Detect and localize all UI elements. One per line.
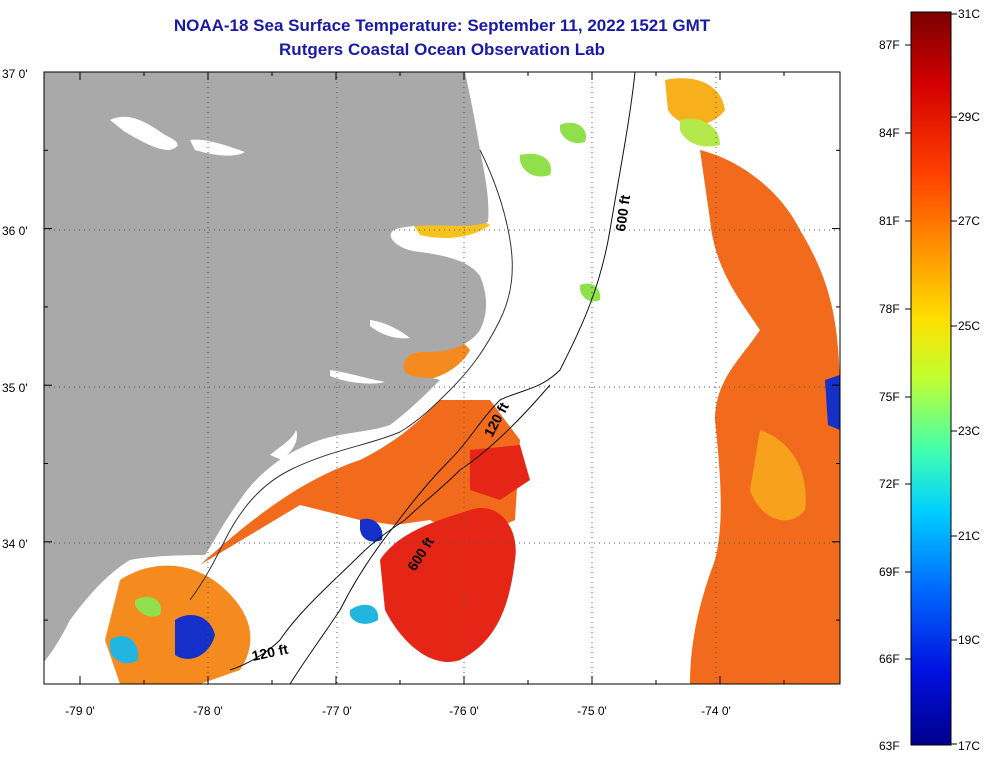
sst-cool-shore — [350, 604, 379, 624]
gridlines — [44, 72, 840, 684]
colorbar-c-27: 27C — [958, 214, 981, 228]
sst-cold-inshore — [360, 518, 383, 542]
map-title: NOAA-18 Sea Surface Temperature: Septemb… — [173, 16, 711, 35]
colorbar-c-21: 21C — [958, 529, 981, 543]
colorbar-f-81: 81F — [879, 214, 900, 228]
isobath-label-120-south: 120 ft — [250, 641, 289, 664]
sst-cool-3 — [580, 283, 601, 302]
colorbar-c-25: 25C — [958, 319, 981, 333]
colorbar-f-84: 84F — [879, 126, 900, 140]
colorbar-f-69: 69F — [879, 565, 900, 579]
lon-label-74: -74 0' — [701, 704, 731, 718]
colorbar-f-66: 66F — [879, 652, 900, 666]
sst-patches — [105, 78, 840, 684]
colorbar-c-23: 23C — [958, 424, 981, 438]
river-pamlico — [370, 320, 410, 339]
sst-east-mild — [750, 430, 806, 521]
colorbar-c-29: 29C — [958, 110, 981, 124]
lat-label-34: 34 0' — [2, 537, 28, 551]
outer-banks — [189, 149, 513, 601]
colorbar-f-63: 63F — [879, 739, 900, 753]
isobath-label-600-north: 600 ft — [612, 194, 633, 233]
river-neuse — [330, 370, 385, 384]
lat-label-36: 36 0' — [2, 224, 28, 238]
colorbar-ticks — [905, 13, 957, 745]
sst-northeast-mild — [665, 78, 725, 125]
lat-label-35: 35 0' — [2, 381, 28, 395]
river-lake-drummond — [190, 139, 245, 156]
axis-ticks — [44, 71, 840, 684]
map-subtitle: Rutgers Coastal Ocean Observation Lab — [279, 40, 605, 59]
river-roanoke — [110, 116, 178, 150]
isobath-600ft — [289, 72, 636, 684]
sst-cold-patch-1 — [175, 615, 215, 659]
sst-cool-1 — [520, 153, 551, 177]
colorbar — [910, 11, 952, 746]
sst-hot-patch — [470, 445, 530, 500]
isobath-120ft — [229, 384, 551, 671]
sst-east-band — [690, 150, 840, 684]
colorbar-c-31: 31C — [958, 7, 981, 21]
colorbar-f-87: 87F — [879, 38, 900, 52]
map-frame — [43, 71, 841, 685]
lat-label-37: 37 0' — [2, 67, 28, 81]
land-mass — [44, 72, 489, 662]
colorbar-c-17: 17C — [958, 739, 981, 753]
lon-label-76: -76 0' — [449, 704, 479, 718]
colorbar-f-72: 72F — [879, 477, 900, 491]
sst-cool-2 — [560, 122, 586, 144]
sst-east-cold-edge — [825, 375, 840, 430]
cape-fear-river — [270, 430, 298, 460]
lon-label-78: -78 0' — [193, 704, 223, 718]
colorbar-c-19: 19C — [958, 633, 981, 647]
colorbar-f-78: 78F — [879, 302, 900, 316]
lon-label-79: -79 0' — [65, 704, 95, 718]
sst-cold-patch-2 — [110, 636, 139, 664]
lon-label-77: -77 0' — [322, 704, 352, 718]
colorbar-f-75: 75F — [879, 390, 900, 404]
sst-northeast-cool — [680, 118, 720, 147]
sst-cool-patch — [135, 596, 161, 617]
lon-label-75: -75 0' — [577, 704, 607, 718]
sst-gulfstream-hot — [380, 508, 516, 662]
